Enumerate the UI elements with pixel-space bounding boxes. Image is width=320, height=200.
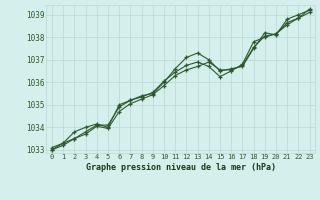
X-axis label: Graphe pression niveau de la mer (hPa): Graphe pression niveau de la mer (hPa) bbox=[86, 163, 276, 172]
